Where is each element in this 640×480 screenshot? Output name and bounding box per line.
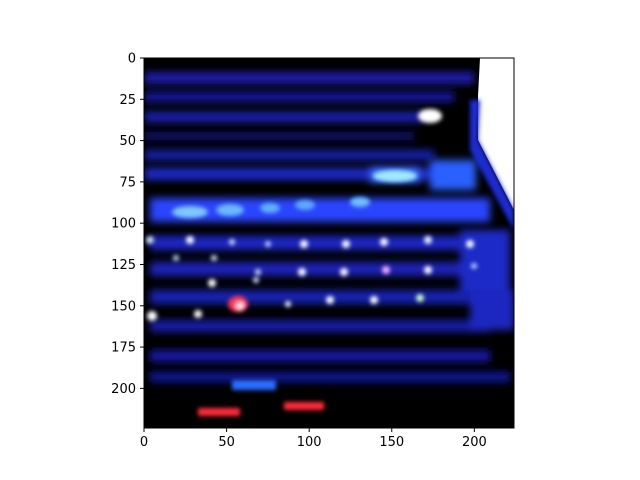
y-tick-label: 200 <box>111 382 136 397</box>
y-tick-label: 125 <box>111 258 136 273</box>
axes-frame <box>143 57 515 429</box>
lower-key-rows <box>150 230 514 382</box>
red-keys <box>198 296 324 416</box>
y-tick-label: 0 <box>128 52 136 67</box>
y-tick-label: 25 <box>119 93 136 108</box>
key-highlights <box>172 109 442 218</box>
y-tick-label: 100 <box>111 217 136 232</box>
x-tick-label: 0 <box>140 435 148 450</box>
y-tick-label: 75 <box>119 175 136 190</box>
x-tick-label: 200 <box>462 435 487 450</box>
y-tick-label: 50 <box>119 134 136 149</box>
y-tick-label: 150 <box>111 299 136 314</box>
x-tick-label: 150 <box>379 435 404 450</box>
key-dots <box>146 236 477 321</box>
y-axis: 0 25 50 75 100 125 150 175 200 <box>111 52 144 397</box>
x-tick-label: 50 <box>218 435 235 450</box>
keyboard-image <box>144 58 514 428</box>
y-tick-label: 175 <box>111 341 136 356</box>
upper-bands <box>144 72 474 180</box>
x-tick-label: 100 <box>297 435 322 450</box>
right-edge-glow <box>470 100 514 230</box>
white-corner <box>478 58 514 210</box>
x-axis: 0 50 100 150 200 <box>140 428 487 450</box>
